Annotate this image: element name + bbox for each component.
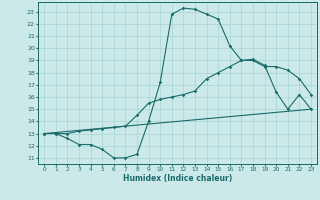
X-axis label: Humidex (Indice chaleur): Humidex (Indice chaleur)	[123, 174, 232, 183]
